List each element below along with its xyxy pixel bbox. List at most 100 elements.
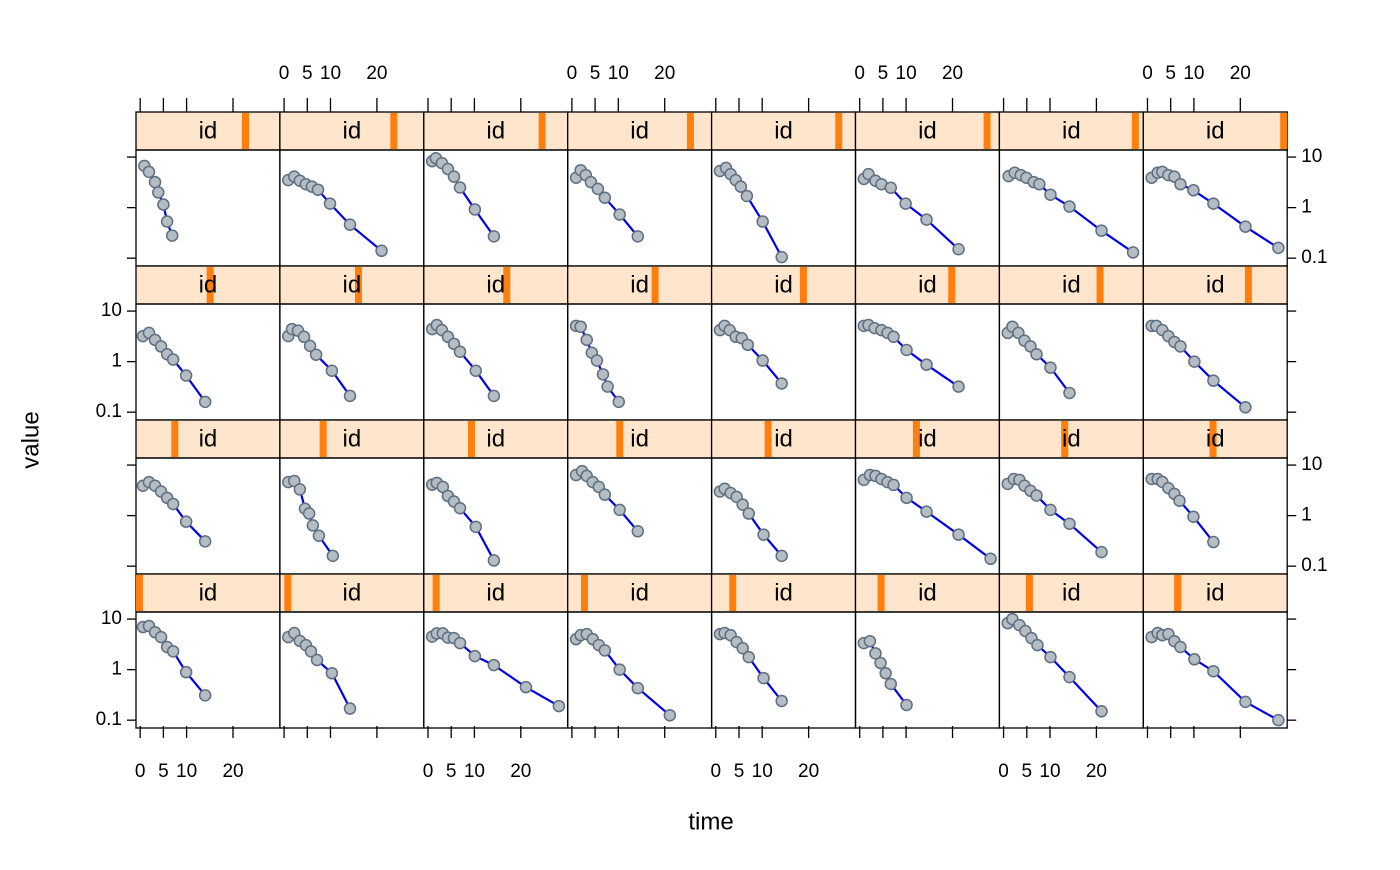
data-point <box>343 218 357 231</box>
strip-level-bar <box>1025 575 1033 611</box>
data-point <box>375 244 388 258</box>
x-tick-label: 20 <box>222 761 243 782</box>
data-point <box>469 520 483 534</box>
data-point <box>288 474 301 488</box>
strip-level-bar <box>538 113 546 149</box>
data-point <box>1239 401 1252 414</box>
y-tick-label: 0.1 <box>96 709 122 730</box>
strip-label: id <box>199 579 218 606</box>
y-tick-label: 1 <box>111 659 122 680</box>
data-point <box>148 175 162 189</box>
data-point <box>1031 638 1044 652</box>
data-point <box>326 549 340 563</box>
strip-level-bar <box>835 113 843 149</box>
data-point <box>1272 713 1285 727</box>
panel <box>567 303 713 421</box>
data-point <box>574 320 587 333</box>
data-point <box>303 339 317 353</box>
x-tick-label: 5 <box>158 761 169 782</box>
strip-level-bar <box>1209 421 1217 457</box>
y-tick-label: 1 <box>1301 197 1312 218</box>
data-point <box>312 529 326 542</box>
x-axis-title: time <box>688 808 733 835</box>
data-point <box>1174 340 1187 353</box>
x-tick-label: 5 <box>878 63 889 84</box>
data-point <box>887 330 900 344</box>
data-point <box>453 501 467 515</box>
x-tick-label: 5 <box>302 63 313 84</box>
strip-label: id <box>486 579 505 606</box>
x-tick-label: 0 <box>135 761 146 782</box>
data-point <box>734 180 748 193</box>
x-tick-label: 20 <box>798 761 819 782</box>
fit-line <box>1150 170 1279 249</box>
strip <box>1142 265 1288 305</box>
panel <box>135 457 281 575</box>
data-point <box>920 505 933 518</box>
data-point <box>1044 503 1057 517</box>
strip-level-bar <box>1280 113 1288 149</box>
data-point <box>631 230 645 243</box>
data-point <box>598 191 612 204</box>
data-point <box>874 656 887 670</box>
panel <box>1142 303 1288 421</box>
panel <box>279 457 425 575</box>
strip-label: id <box>343 117 362 144</box>
data-point <box>166 353 180 366</box>
data-point <box>775 549 788 563</box>
strip-label: id <box>1206 425 1225 452</box>
data-point <box>884 181 898 195</box>
data-point <box>596 368 610 381</box>
data-point <box>757 671 770 685</box>
data-point <box>1173 494 1186 507</box>
data-point <box>1063 386 1076 400</box>
strip-label: id <box>1062 271 1081 298</box>
fit-line <box>431 481 495 561</box>
x-tick-label: 10 <box>752 761 773 782</box>
x-tick-label: 10 <box>320 63 341 84</box>
data-point <box>598 644 612 657</box>
strip-label: id <box>774 117 793 144</box>
strip-label: id <box>1062 579 1081 606</box>
data-point <box>1044 650 1057 664</box>
x-tick-label: 5 <box>1165 63 1176 84</box>
strip <box>854 111 1001 151</box>
x-tick-label: 20 <box>510 761 531 782</box>
x-tick-label: 20 <box>1086 761 1107 782</box>
x-tick-label: 5 <box>1021 761 1032 782</box>
strip <box>423 419 569 459</box>
data-point <box>899 197 912 210</box>
fit-line <box>287 327 351 397</box>
panel <box>279 303 425 421</box>
data-point <box>1030 489 1043 502</box>
data-point <box>469 364 483 377</box>
strip-level-bar <box>983 113 991 149</box>
data-point <box>152 186 165 199</box>
x-tick-label: 5 <box>590 63 601 84</box>
fit-line <box>719 631 783 702</box>
strip-label: id <box>486 271 505 298</box>
data-point <box>900 343 913 357</box>
data-point <box>302 507 316 520</box>
x-tick-label: 10 <box>896 63 917 84</box>
data-point <box>900 491 913 505</box>
data-point <box>736 641 749 655</box>
data-point <box>309 348 323 361</box>
strip-label: id <box>343 425 362 452</box>
data-point <box>631 525 645 538</box>
data-point <box>1126 246 1140 259</box>
panel <box>854 149 1001 267</box>
x-tick-label: 0 <box>1142 63 1153 84</box>
strip-label: id <box>630 579 649 606</box>
strip-label: id <box>918 271 937 298</box>
panel <box>423 303 569 421</box>
y-tick-label: 0.1 <box>1301 247 1327 268</box>
strip <box>567 573 713 613</box>
strip-label: id <box>918 425 937 452</box>
y-tick-label: 10 <box>1301 146 1322 167</box>
data-point <box>1063 670 1076 684</box>
strip-label: id <box>1206 117 1225 144</box>
x-tick-label: 20 <box>654 63 675 84</box>
data-point <box>863 634 877 648</box>
